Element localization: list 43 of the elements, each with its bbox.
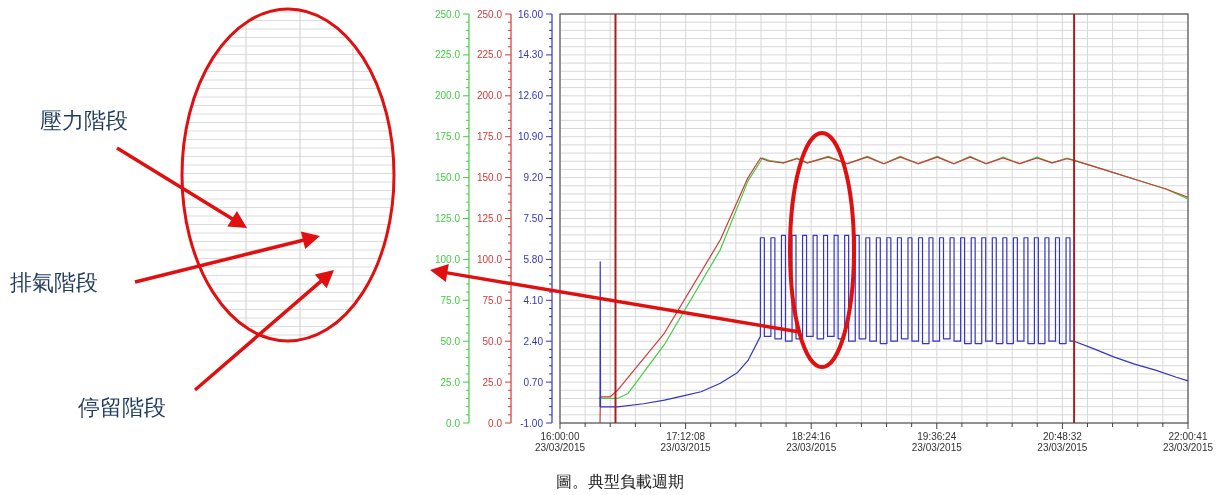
text: 壓力階段 — [40, 108, 128, 133]
y-tick-label: 200.0 — [434, 90, 461, 102]
y2-tick-label: 100.0 — [476, 253, 503, 265]
y-tick-label: 25.0 — [440, 376, 461, 388]
y2-tick-label: 125.0 — [476, 213, 503, 224]
y-tick-label: 50.0 — [440, 335, 461, 347]
y2-tick-label: 25.0 — [482, 376, 503, 388]
text: 停留階段 — [78, 395, 166, 420]
y-tick-label: 250.0 — [434, 8, 461, 20]
y3-tick-label: 16.00 — [517, 8, 544, 20]
y3-tick-label: 9.20 — [523, 172, 544, 184]
x-tick-label: 19:36:24 23/03/2015 — [911, 431, 963, 453]
y3-tick-label: -1.00 — [520, 417, 544, 429]
y3-tick-label: 0.70 — [523, 376, 544, 388]
y2-tick-label: 150.0 — [476, 172, 503, 184]
x-tick-label: 20:48:32 23/03/2015 — [1037, 431, 1088, 453]
y-tick-label: 0.0 — [446, 417, 461, 429]
y2-tick-label: 0.0 — [488, 417, 503, 429]
y3-tick-label: 10.90 — [517, 131, 544, 143]
y3-tick-label: 5.80 — [523, 253, 544, 265]
y2-tick-label: 175.0 — [476, 131, 503, 143]
y-tick-label: 75.0 — [440, 294, 461, 306]
y2-tick-label: 50.0 — [482, 335, 503, 347]
y3-tick-label: 2.40 — [523, 335, 544, 347]
x-tick-label: 18:24:16 23/03/2015 — [786, 431, 837, 453]
x-tick-label: 17:12:08 23/03/2015 — [660, 431, 712, 453]
y2-tick-label: 200.0 — [476, 90, 503, 102]
y2-tick-label: 225.0 — [476, 49, 503, 61]
y3-tick-label: 14.30 — [517, 49, 544, 61]
y-tick-label: 100.0 — [434, 253, 461, 265]
x-tick-label: 16:00:00 23/03/2015 — [534, 431, 586, 453]
y-tick-label: 150.0 — [434, 172, 461, 184]
y-tick-label: 125.0 — [434, 213, 461, 224]
y3-tick-label: 12.60 — [517, 90, 544, 102]
x-tick-label: 22:00:41 23/03/2015 — [1162, 431, 1214, 453]
y3-tick-label: 4.10 — [523, 294, 544, 306]
text: 圖。典型負載週期 — [556, 473, 684, 490]
y-tick-label: 225.0 — [434, 49, 461, 61]
y3-tick-label: 7.50 — [523, 213, 544, 224]
y2-tick-label: 75.0 — [482, 294, 503, 306]
y2-tick-label: 250.0 — [476, 8, 503, 20]
y-tick-label: 175.0 — [434, 131, 461, 143]
text: 排氣階段 — [10, 270, 98, 295]
